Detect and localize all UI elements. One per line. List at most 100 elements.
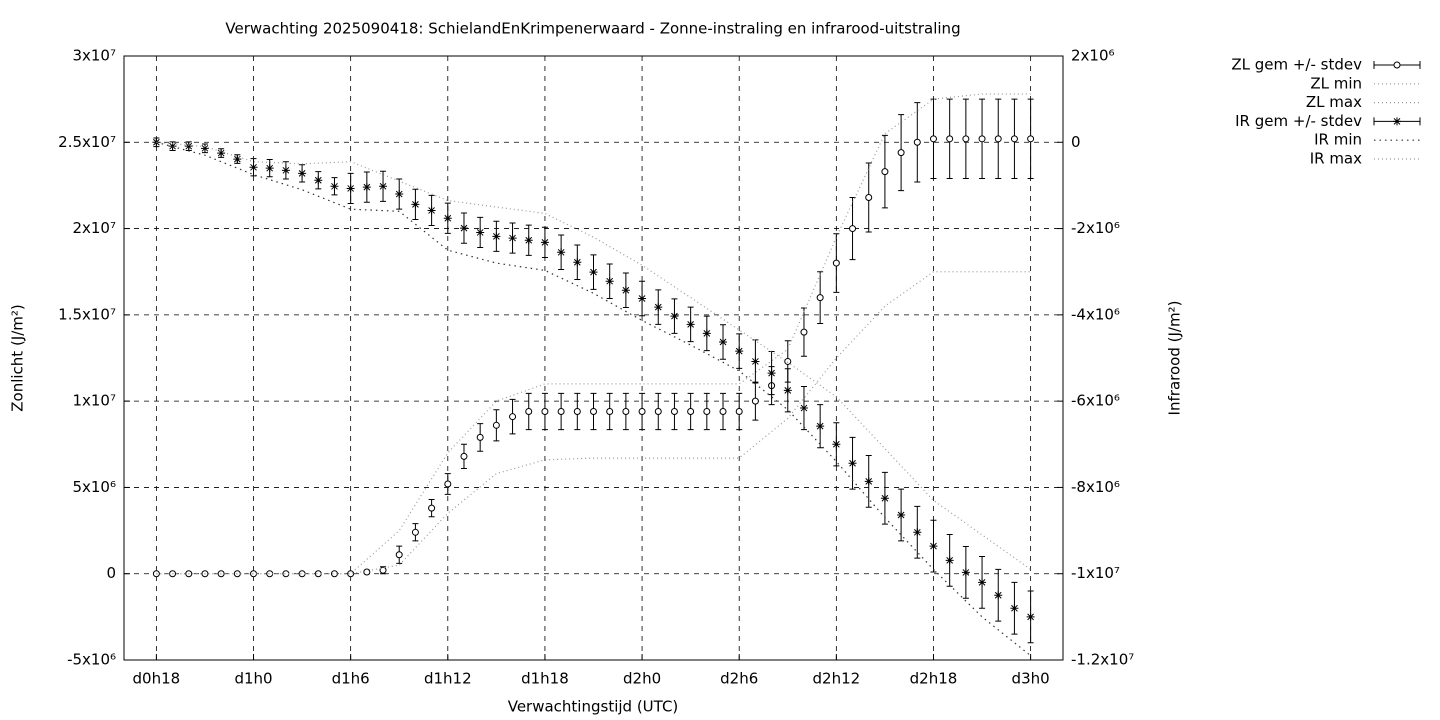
marker bbox=[443, 214, 452, 223]
y-tick-label: 1x10⁷ bbox=[72, 392, 116, 410]
marker bbox=[962, 135, 970, 143]
x-tick-label: d1h12 bbox=[424, 670, 472, 688]
legend-label: IR gem +/- stdev bbox=[1235, 112, 1362, 130]
series-line bbox=[156, 141, 1031, 657]
marker bbox=[1393, 117, 1401, 126]
series-line bbox=[156, 271, 1031, 575]
marker bbox=[799, 404, 808, 413]
marker bbox=[379, 566, 387, 574]
y2-tick-label: -4x10⁶ bbox=[1071, 305, 1120, 323]
legend-label: ZL max bbox=[1306, 93, 1362, 111]
x-tick-label: d2h12 bbox=[813, 670, 861, 688]
marker bbox=[913, 138, 921, 146]
marker bbox=[427, 206, 436, 215]
marker bbox=[509, 413, 517, 421]
marker bbox=[314, 176, 323, 185]
marker bbox=[233, 155, 242, 164]
y-tick-label: 2x10⁷ bbox=[72, 219, 116, 237]
marker bbox=[945, 556, 954, 565]
legend-label: ZL min bbox=[1310, 74, 1362, 92]
marker bbox=[800, 328, 808, 336]
marker bbox=[298, 169, 307, 178]
marker bbox=[1010, 604, 1019, 613]
marker bbox=[557, 407, 565, 415]
marker bbox=[751, 397, 759, 405]
marker bbox=[622, 407, 630, 415]
y-tick-label: 3x10⁷ bbox=[72, 47, 116, 65]
marker bbox=[590, 407, 597, 415]
marker bbox=[816, 422, 825, 431]
marker bbox=[200, 144, 209, 153]
marker bbox=[946, 135, 954, 143]
marker bbox=[702, 329, 711, 338]
marker bbox=[459, 224, 468, 233]
series-line bbox=[156, 141, 1031, 570]
marker bbox=[897, 149, 905, 157]
marker bbox=[362, 183, 371, 192]
marker bbox=[1393, 61, 1401, 69]
y2-tick-label: -1.2x10⁷ bbox=[1071, 651, 1134, 669]
marker bbox=[428, 504, 436, 512]
marker bbox=[395, 551, 403, 559]
chart-title: Verwachting 2025090418: SchielandEnKrimp… bbox=[225, 20, 960, 38]
marker bbox=[913, 528, 922, 537]
marker bbox=[411, 200, 420, 209]
marker bbox=[783, 386, 792, 395]
marker bbox=[492, 421, 500, 429]
marker bbox=[865, 194, 873, 202]
marker bbox=[606, 407, 614, 415]
y2-tick-label: -6x10⁶ bbox=[1071, 392, 1120, 410]
marker bbox=[816, 294, 824, 302]
marker bbox=[929, 135, 937, 143]
marker bbox=[654, 303, 663, 312]
marker bbox=[557, 248, 566, 257]
marker bbox=[978, 578, 987, 587]
marker bbox=[411, 528, 419, 536]
x-axis-label: Verwachtingstijd (UTC) bbox=[508, 698, 679, 716]
marker bbox=[541, 407, 549, 415]
legend-label: IR max bbox=[1310, 150, 1362, 168]
y2-tick-label: 2x10⁶ bbox=[1071, 47, 1115, 65]
y2-tick-label: -2x10⁶ bbox=[1071, 219, 1120, 237]
marker bbox=[687, 407, 695, 415]
marker bbox=[880, 494, 889, 503]
marker bbox=[152, 138, 161, 147]
marker bbox=[266, 570, 274, 578]
marker bbox=[686, 320, 695, 329]
marker bbox=[281, 166, 290, 175]
marker bbox=[265, 164, 274, 173]
marker bbox=[476, 228, 485, 237]
marker bbox=[492, 232, 501, 241]
marker bbox=[605, 277, 614, 286]
marker bbox=[330, 570, 338, 578]
marker bbox=[961, 568, 970, 577]
marker bbox=[573, 258, 582, 267]
marker bbox=[864, 477, 873, 486]
x-tick-label: d2h18 bbox=[910, 670, 958, 688]
marker bbox=[330, 182, 339, 191]
marker bbox=[621, 286, 630, 295]
marker bbox=[848, 459, 857, 468]
y-tick-label: 5x10⁶ bbox=[72, 478, 116, 496]
x-tick-label: d1h0 bbox=[234, 670, 272, 688]
y-tick-label: 2.5x10⁷ bbox=[58, 133, 116, 151]
y-tick-label: 0 bbox=[106, 564, 116, 582]
marker bbox=[298, 570, 306, 578]
marker bbox=[444, 480, 452, 488]
marker bbox=[832, 259, 840, 267]
x-tick-label: d1h18 bbox=[521, 670, 569, 688]
x-tick-label: d0h18 bbox=[133, 670, 181, 688]
marker bbox=[670, 312, 679, 321]
marker bbox=[703, 407, 711, 415]
marker bbox=[767, 369, 776, 378]
y2-tick-label: -1x10⁷ bbox=[1071, 564, 1120, 582]
marker bbox=[540, 238, 549, 247]
marker bbox=[929, 542, 938, 551]
marker bbox=[379, 182, 388, 191]
marker bbox=[897, 511, 906, 520]
marker bbox=[654, 407, 662, 415]
y2-tick-label: -8x10⁶ bbox=[1071, 478, 1120, 496]
marker bbox=[476, 433, 484, 441]
marker bbox=[832, 440, 841, 449]
